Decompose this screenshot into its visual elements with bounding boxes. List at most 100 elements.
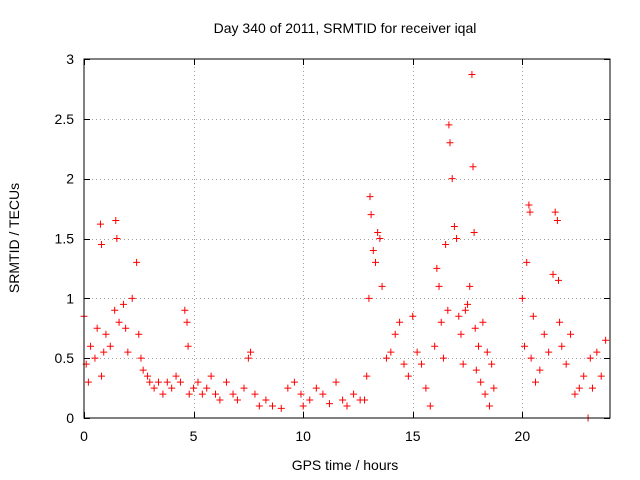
data-point: [163, 378, 171, 386]
data-point: [100, 348, 108, 356]
data-point: [391, 330, 399, 338]
data-point: [98, 372, 106, 380]
data-point: [404, 372, 412, 380]
data-point: [422, 384, 430, 392]
data-point: [361, 396, 369, 404]
data-point: [155, 378, 163, 386]
data-point: [369, 246, 377, 254]
data-point: [374, 229, 382, 237]
data-point: [319, 390, 327, 398]
data-point: [418, 360, 426, 368]
data-point: [602, 336, 610, 344]
data-point: [112, 217, 120, 225]
data-point: [133, 258, 141, 266]
data-point: [554, 276, 562, 284]
data-point: [212, 390, 219, 398]
data-point: [526, 208, 534, 216]
data-point: [216, 396, 224, 404]
y-tick-label: 1.5: [55, 231, 75, 247]
data-point: [93, 324, 101, 332]
data-point: [251, 390, 259, 398]
data-point: [400, 360, 408, 368]
data-point: [558, 342, 566, 350]
data-point: [247, 348, 255, 356]
data-point: [426, 402, 434, 410]
data-point: [367, 211, 375, 219]
data-point: [262, 396, 270, 404]
data-point: [439, 354, 447, 362]
data-point: [111, 306, 119, 314]
data-point: [150, 384, 158, 392]
data-point: [479, 318, 487, 326]
data-point: [448, 175, 456, 183]
data-point: [268, 402, 276, 410]
data-point: [306, 396, 314, 404]
data-point: [431, 342, 439, 350]
x-tick-label: 0: [80, 428, 88, 444]
data-point: [343, 402, 351, 410]
data-point: [84, 378, 92, 386]
y-tick-label: 1: [66, 290, 74, 306]
data-point: [437, 318, 445, 326]
data-point: [470, 229, 478, 237]
data-point: [119, 300, 127, 308]
data-point: [172, 372, 180, 380]
y-tick-label: 0.5: [55, 350, 75, 366]
chart-title: Day 340 of 2011, SRMTID for receiver iqa…: [214, 20, 477, 36]
data-point: [194, 378, 202, 386]
data-point: [445, 121, 453, 129]
data-point: [144, 372, 152, 380]
data-point: [518, 294, 526, 302]
data-point: [233, 396, 241, 404]
data-point: [387, 348, 395, 356]
data-point: [378, 282, 386, 290]
data-point: [122, 324, 130, 332]
x-tick-label: 20: [515, 428, 531, 444]
data-point: [159, 390, 167, 398]
data-point: [466, 282, 474, 290]
x-tick-label: 5: [190, 428, 198, 444]
data-point: [531, 378, 539, 386]
data-point: [222, 378, 230, 386]
data-point: [102, 330, 110, 338]
data-point: [229, 390, 237, 398]
data-point: [475, 342, 482, 350]
data-point: [350, 390, 358, 398]
data-point: [453, 235, 461, 242]
data-point: [435, 282, 443, 290]
data-point: [332, 378, 340, 386]
data-point: [198, 390, 206, 398]
data-point: [290, 378, 298, 386]
data-point: [481, 390, 489, 398]
data-point: [255, 402, 263, 410]
data-point: [553, 217, 561, 225]
data-point: [580, 372, 588, 380]
data-point: [184, 342, 192, 350]
y-tick-label: 2: [66, 171, 74, 187]
data-point: [376, 235, 384, 242]
data-point: [91, 354, 99, 362]
data-point: [339, 396, 347, 404]
data-point: [363, 372, 371, 380]
data-point: [325, 400, 333, 408]
data-point: [185, 390, 193, 398]
data-point: [299, 402, 307, 410]
data-point: [597, 372, 605, 380]
data-point: [183, 318, 191, 326]
data-point: [549, 270, 557, 278]
data-point: [457, 330, 465, 338]
data-point: [488, 360, 496, 368]
data-point: [536, 366, 544, 374]
data-point: [207, 372, 215, 380]
data-point: [135, 330, 143, 338]
data-point: [461, 306, 469, 314]
data-point: [113, 235, 121, 242]
data-point: [96, 220, 104, 228]
data-point: [365, 294, 373, 302]
data-point: [485, 402, 493, 410]
data-point: [593, 348, 601, 356]
x-axis-label: GPS time / hours: [292, 457, 399, 473]
data-point: [588, 384, 596, 392]
data-point: [562, 360, 570, 368]
data-point: [571, 390, 579, 398]
